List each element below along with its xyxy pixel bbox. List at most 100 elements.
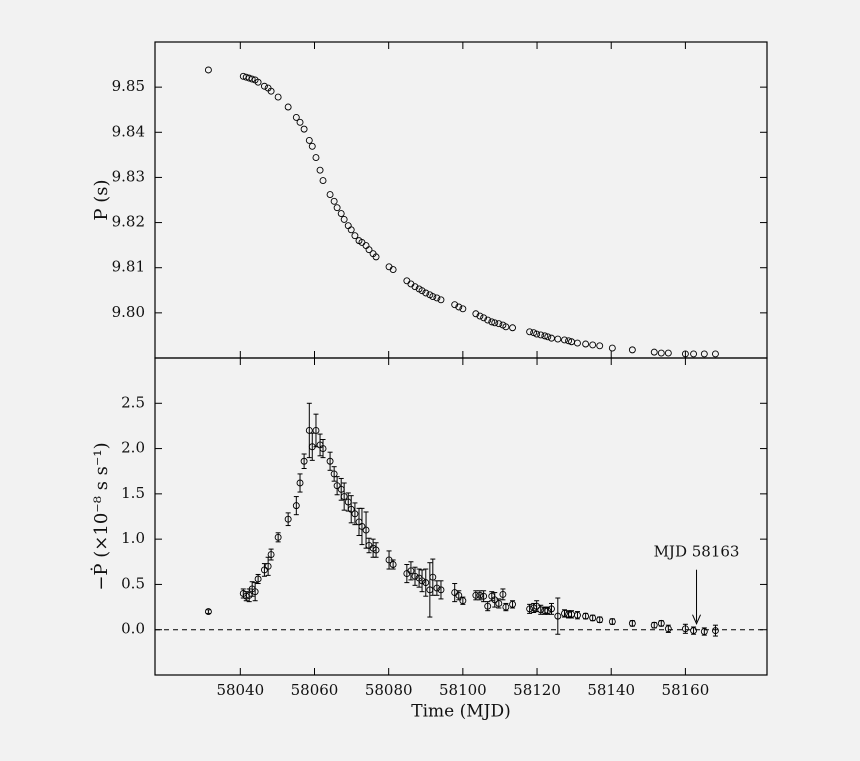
data-point xyxy=(561,336,568,344)
data-point xyxy=(650,348,658,356)
data-point xyxy=(292,502,300,510)
data-point xyxy=(526,328,534,336)
y-tick-label: 9.83 xyxy=(112,167,145,185)
data-point xyxy=(264,562,272,570)
data-point xyxy=(254,78,262,86)
data-point xyxy=(574,339,581,347)
data-point xyxy=(305,136,313,144)
x-tick-label: 58100 xyxy=(439,681,487,699)
data-point xyxy=(319,177,327,185)
data-point xyxy=(358,523,366,530)
data-point xyxy=(690,350,698,358)
data-point xyxy=(537,606,545,614)
data-point xyxy=(248,75,256,83)
data-point xyxy=(330,470,338,478)
x-tick-label: 58080 xyxy=(365,681,413,699)
data-point xyxy=(372,546,380,554)
y-tick-label: 1.5 xyxy=(121,484,145,502)
data-point xyxy=(628,346,636,354)
data-point xyxy=(628,619,636,627)
data-point xyxy=(372,253,380,261)
data-point xyxy=(700,350,708,358)
data-point xyxy=(484,602,492,610)
data-point xyxy=(472,591,480,599)
data-point xyxy=(472,310,480,318)
y-tick-label: 9.85 xyxy=(112,77,145,95)
x-axis-label: Time (MJD) xyxy=(411,702,510,722)
data-point xyxy=(422,289,430,297)
data-point xyxy=(548,605,555,613)
data-point xyxy=(589,341,597,349)
y-tick-label: 2.0 xyxy=(121,439,145,457)
data-point xyxy=(476,312,484,320)
data-point xyxy=(561,609,568,617)
data-point xyxy=(362,526,370,534)
data-point xyxy=(459,305,467,313)
data-point xyxy=(344,222,352,230)
data-point xyxy=(711,350,719,358)
data-point xyxy=(690,627,698,635)
data-point xyxy=(681,350,689,358)
data-point xyxy=(267,551,275,558)
data-point xyxy=(429,573,437,581)
data-point xyxy=(347,226,355,234)
data-point xyxy=(548,334,555,342)
data-point xyxy=(330,197,338,205)
data-point xyxy=(340,493,348,501)
data-point xyxy=(596,342,604,350)
data-point xyxy=(204,608,212,616)
data-point xyxy=(650,621,658,629)
data-point xyxy=(499,590,507,598)
data-point xyxy=(657,619,665,627)
data-point xyxy=(459,597,467,605)
data-point xyxy=(284,103,292,111)
data-point xyxy=(554,335,562,343)
data-point xyxy=(326,191,334,199)
data-point xyxy=(711,627,719,635)
data-point xyxy=(337,210,345,217)
data-point xyxy=(204,66,212,74)
data-point xyxy=(502,323,510,331)
x-tick-label: 58060 xyxy=(291,681,339,699)
data-point xyxy=(502,603,510,611)
data-point xyxy=(433,584,441,592)
data-point xyxy=(480,592,488,600)
y-axis-label: P (s) xyxy=(91,179,112,220)
y-tick-label: 9.80 xyxy=(112,303,145,321)
data-point xyxy=(537,331,545,339)
data-point xyxy=(544,333,552,341)
x-tick-label: 58120 xyxy=(513,681,561,699)
data-point xyxy=(495,599,503,607)
data-point xyxy=(582,612,590,620)
data-point xyxy=(362,242,370,250)
data-point xyxy=(305,427,313,434)
y-tick-label: 2.5 xyxy=(121,393,145,411)
data-point xyxy=(254,575,262,583)
data-point xyxy=(274,533,282,541)
data-point xyxy=(480,314,488,322)
data-point xyxy=(365,246,373,254)
data-point xyxy=(476,591,484,599)
data-point xyxy=(533,602,541,610)
data-point xyxy=(491,596,499,604)
data-point xyxy=(274,93,282,101)
data-point xyxy=(544,607,552,615)
data-point xyxy=(418,287,426,295)
y-tick-label: 0.0 xyxy=(121,620,145,638)
data-point xyxy=(333,482,341,490)
y-axis-label: −Ṗ (×10⁻⁸ s s⁻¹) xyxy=(89,442,112,590)
data-point xyxy=(429,293,437,301)
data-point xyxy=(251,588,259,596)
data-point xyxy=(351,232,359,240)
data-point xyxy=(574,611,581,619)
data-point xyxy=(407,567,415,575)
data-point xyxy=(340,215,348,223)
y-tick-label: 9.81 xyxy=(112,258,145,276)
data-point xyxy=(664,625,672,633)
data-point xyxy=(333,204,341,212)
data-point xyxy=(300,457,308,465)
annotation-arrowhead xyxy=(692,614,701,625)
y-tick-label: 0.5 xyxy=(121,574,145,592)
